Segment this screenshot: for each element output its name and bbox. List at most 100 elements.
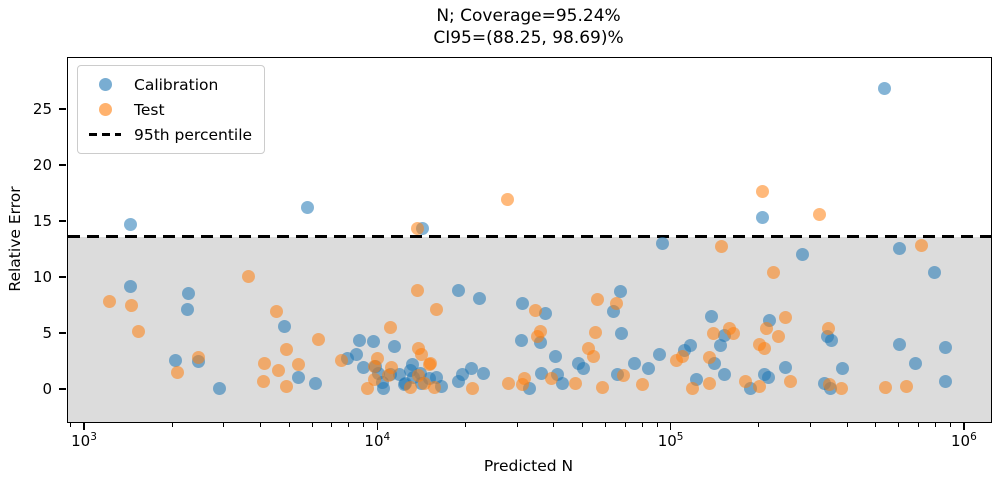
x-minor-tick bbox=[553, 423, 555, 427]
data-point-test bbox=[404, 380, 418, 394]
data-point-test bbox=[528, 303, 542, 317]
y-tick-label: 20 bbox=[32, 155, 52, 174]
x-minor-tick bbox=[581, 423, 583, 427]
data-point-calibration bbox=[796, 247, 810, 261]
data-point-calibration bbox=[291, 371, 305, 385]
data-point-test bbox=[102, 294, 116, 308]
x-minor-tick bbox=[516, 423, 518, 427]
data-point-test bbox=[361, 382, 375, 396]
data-point-calibration bbox=[938, 374, 952, 388]
x-minor-tick bbox=[70, 423, 72, 427]
data-point-test bbox=[568, 376, 582, 390]
data-point-test bbox=[772, 329, 786, 343]
x-minor-tick bbox=[810, 423, 812, 427]
data-point-test bbox=[715, 240, 729, 254]
x-minor-tick bbox=[624, 423, 626, 427]
data-point-test bbox=[410, 283, 424, 297]
data-point-calibration bbox=[300, 200, 314, 214]
x-major-tick bbox=[669, 423, 672, 430]
data-point-calibration bbox=[939, 340, 953, 354]
data-point-calibration bbox=[124, 217, 138, 231]
data-point-calibration bbox=[352, 334, 366, 348]
legend-item-percentile: 95th percentile bbox=[86, 122, 252, 147]
data-point-test bbox=[755, 185, 769, 199]
x-minor-tick bbox=[223, 423, 225, 427]
data-point-calibration bbox=[124, 280, 138, 294]
y-tick-label: 25 bbox=[32, 99, 52, 118]
data-point-test bbox=[367, 373, 381, 387]
data-point-test bbox=[588, 326, 602, 340]
data-point-test bbox=[834, 382, 848, 396]
data-point-test bbox=[586, 349, 600, 363]
data-point-test bbox=[707, 327, 721, 341]
data-point-test bbox=[428, 381, 442, 395]
data-point-test bbox=[271, 364, 285, 378]
data-point-test bbox=[410, 222, 424, 236]
x-minor-tick bbox=[656, 423, 658, 427]
data-point-test bbox=[767, 265, 781, 279]
data-point-calibration bbox=[549, 349, 563, 363]
data-point-test bbox=[191, 350, 205, 364]
data-point-test bbox=[878, 381, 892, 395]
x-minor-tick bbox=[348, 423, 350, 427]
chart-title-line1: N; Coverage=95.24% bbox=[436, 6, 621, 26]
data-point-calibration bbox=[388, 339, 402, 353]
x-minor-tick bbox=[171, 423, 173, 427]
data-point-test bbox=[466, 382, 480, 396]
data-point-calibration bbox=[778, 361, 792, 375]
data-point-calibration bbox=[684, 338, 697, 352]
x-tick-label: 105 bbox=[657, 431, 684, 450]
data-point-test bbox=[241, 270, 255, 284]
data-point-test bbox=[429, 302, 443, 316]
data-point-calibration bbox=[908, 356, 922, 370]
x-minor-tick bbox=[363, 423, 365, 427]
y-major-tick bbox=[59, 108, 66, 110]
data-point-calibration bbox=[835, 362, 849, 376]
x-minor-tick bbox=[934, 423, 936, 427]
data-point-calibration bbox=[169, 354, 183, 368]
data-point-calibration bbox=[539, 307, 553, 321]
data-point-calibration bbox=[514, 334, 528, 348]
data-point-test bbox=[813, 207, 827, 221]
data-point-test bbox=[686, 382, 700, 396]
data-point-calibration bbox=[472, 291, 486, 305]
data-point-calibration bbox=[182, 287, 196, 301]
data-point-test bbox=[256, 374, 270, 388]
data-point-calibration bbox=[878, 82, 892, 96]
data-point-calibration bbox=[755, 210, 769, 224]
data-point-test bbox=[385, 361, 399, 375]
data-point-test bbox=[899, 379, 913, 393]
y-major-tick bbox=[59, 332, 66, 334]
data-point-test bbox=[914, 238, 928, 252]
data-point-calibration bbox=[928, 265, 942, 279]
data-point-calibration bbox=[180, 302, 194, 316]
x-minor-tick bbox=[875, 423, 877, 427]
data-point-test bbox=[131, 325, 145, 339]
data-point-calibration bbox=[628, 356, 642, 370]
x-minor-tick bbox=[758, 423, 760, 427]
data-point-calibration bbox=[614, 284, 628, 298]
x-minor-tick bbox=[331, 423, 333, 427]
data-point-calibration bbox=[452, 283, 466, 297]
data-point-test bbox=[518, 372, 532, 386]
data-point-test bbox=[821, 321, 835, 335]
data-point-test bbox=[424, 356, 438, 370]
data-point-calibration bbox=[556, 376, 570, 390]
y-tick-label: 0 bbox=[42, 379, 52, 398]
chart-title: N; Coverage=95.24% CI95=(88.25, 98.69)% bbox=[67, 5, 990, 49]
data-point-calibration bbox=[714, 338, 728, 352]
legend: Calibration Test 95th percentile bbox=[77, 65, 266, 154]
x-tick-label: 103 bbox=[71, 431, 97, 450]
data-point-test bbox=[335, 354, 349, 368]
data-point-test bbox=[311, 333, 325, 347]
data-point-test bbox=[726, 327, 740, 341]
data-point-test bbox=[502, 376, 516, 390]
plot-area: Calibration Test 95th percentile bbox=[67, 57, 992, 423]
data-point-calibration bbox=[615, 327, 629, 341]
data-point-calibration bbox=[515, 297, 529, 311]
data-point-test bbox=[269, 304, 283, 318]
y-tick-label: 5 bbox=[42, 323, 52, 342]
data-point-calibration bbox=[893, 242, 907, 256]
data-point-test bbox=[783, 374, 797, 388]
